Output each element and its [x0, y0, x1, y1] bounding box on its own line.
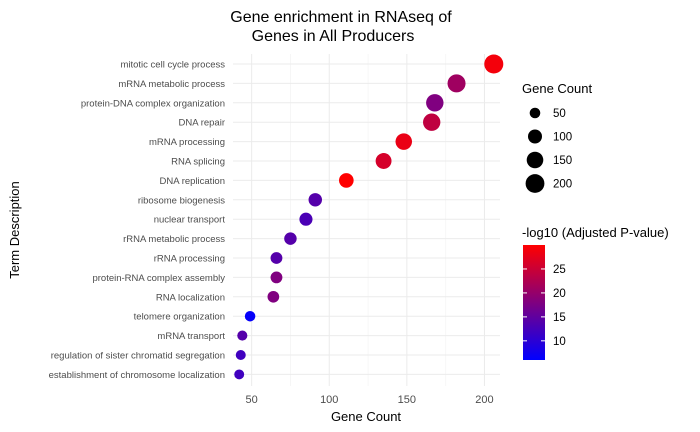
data-point — [484, 54, 504, 74]
size-legend-dot — [526, 151, 544, 169]
grid-lines — [233, 54, 500, 386]
x-axis-tick-labels: 50 100 150 200 — [246, 394, 494, 406]
x-tick-label: 100 — [320, 394, 338, 406]
term-label: DNA replication — [160, 176, 225, 187]
x-axis-title: Gene Count — [331, 409, 401, 424]
x-tick-label: 150 — [398, 394, 416, 406]
size-legend-label: 150 — [553, 155, 572, 167]
term-label: ribosome biogenesis — [138, 195, 225, 206]
color-legend-label: 10 — [553, 336, 566, 348]
color-legend-label: 25 — [553, 264, 566, 276]
data-point — [234, 369, 245, 380]
data-point — [270, 252, 283, 264]
y-axis-term-labels: mitotic cell cycle process mRNA metabolic… — [49, 60, 226, 381]
term-label: regulation of sister chromatid segregati… — [51, 351, 225, 362]
color-legend-bar — [523, 245, 545, 360]
term-label: DNA repair — [179, 118, 225, 129]
term-label: protein-DNA complex organization — [81, 98, 225, 109]
data-point — [244, 310, 256, 322]
color-legend: -log10 (Adjusted P-value) 25 20 15 10 — [522, 225, 669, 360]
term-label: mRNA metabolic process — [118, 79, 225, 90]
data-point — [375, 153, 392, 169]
size-legend: Gene Count 50 100 150 200 — [522, 81, 592, 193]
size-legend-dot — [528, 129, 542, 144]
term-label: RNA splicing — [171, 157, 225, 168]
data-points — [234, 54, 504, 380]
data-point — [299, 212, 313, 226]
y-axis-title: Term Description — [7, 181, 22, 279]
size-legend-title: Gene Count — [522, 81, 592, 96]
color-legend-title: -log10 (Adjusted P-value) — [522, 225, 669, 240]
data-point — [339, 173, 354, 188]
term-label: rRNA processing — [154, 254, 225, 265]
plot-panel — [233, 54, 504, 386]
term-label: nuclear transport — [154, 215, 226, 226]
term-label: telomere organization — [134, 312, 225, 323]
data-point — [426, 94, 444, 112]
term-label: protein-RNA complex assembly — [92, 273, 225, 284]
color-legend-label: 20 — [553, 288, 566, 300]
data-point — [423, 113, 441, 131]
term-label: establishment of chromosome localization — [49, 370, 225, 381]
data-point — [235, 349, 246, 361]
data-point — [395, 133, 413, 150]
data-point — [267, 290, 280, 303]
term-label: rRNA metabolic process — [123, 234, 225, 245]
term-label: RNA localization — [156, 292, 225, 303]
term-label: mitotic cell cycle process — [120, 60, 225, 71]
size-legend-label: 50 — [553, 108, 566, 120]
size-legend-label: 100 — [553, 132, 572, 144]
size-legend-dot — [525, 174, 545, 193]
x-tick-label: 50 — [246, 394, 258, 406]
chart-title-line-1: Gene enrichment in RNAseq of — [230, 9, 452, 26]
term-label: mRNA processing — [149, 137, 225, 148]
data-point — [237, 330, 248, 341]
chart-title-line-2: Genes in All Producers — [252, 28, 415, 45]
size-legend-label: 200 — [553, 179, 572, 191]
data-point — [284, 232, 297, 245]
size-legend-dot — [529, 107, 541, 119]
term-label: mRNA transport — [157, 331, 225, 342]
data-point — [447, 74, 466, 93]
x-tick-label: 200 — [475, 394, 493, 406]
color-legend-label: 15 — [553, 312, 566, 324]
data-point — [308, 193, 323, 207]
data-point — [270, 271, 283, 284]
